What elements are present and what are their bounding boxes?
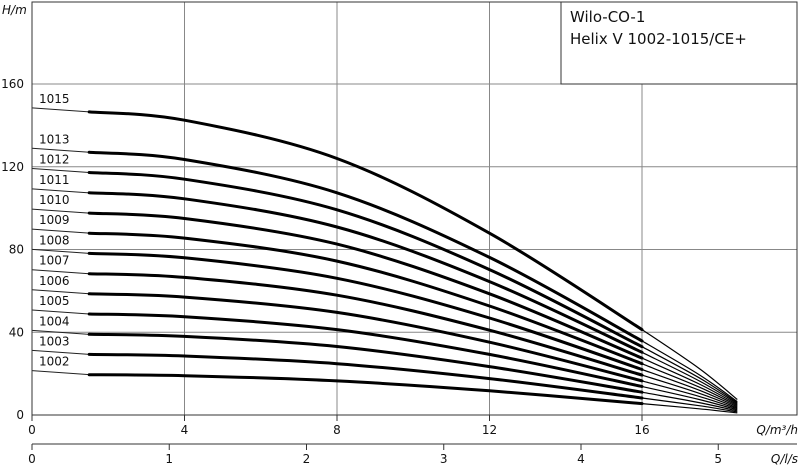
y-tick-label-80: 80 — [9, 243, 24, 257]
series-leadin-1012 — [31, 168, 90, 174]
series-label-1007: 1007 — [39, 254, 70, 268]
y-tick-label-160: 160 — [1, 77, 24, 91]
series-line-1007 — [87, 272, 644, 377]
series-tail-1009 — [641, 363, 738, 407]
series-line-1011 — [87, 191, 644, 354]
series-leadin-1011 — [31, 188, 90, 194]
series-tail-1010 — [641, 357, 738, 406]
plot-frame — [31, 1, 798, 416]
series-leadin-1013 — [31, 147, 90, 153]
series-tail-1007 — [641, 374, 738, 409]
series-label-1005: 1005 — [39, 294, 70, 308]
chart-title-line-1: Wilo-CO-1 — [570, 8, 645, 26]
series-lines — [31, 107, 738, 414]
series-tail-1003 — [641, 397, 738, 413]
series-line-1008 — [87, 251, 644, 371]
series-leadin-1010 — [31, 208, 90, 214]
series-line-1005 — [87, 312, 644, 388]
x-tick-label-0: 0 — [28, 423, 36, 437]
series-tail-1015 — [641, 329, 738, 400]
x2-tick-label-0: 0 — [28, 452, 36, 466]
series-tail-1002 — [641, 403, 738, 414]
series-tail-1011 — [641, 351, 738, 405]
y-tick-label-40: 40 — [9, 325, 24, 339]
series-tail-1006 — [641, 380, 738, 410]
series-leadin-1002 — [31, 370, 90, 376]
x-tick-label-12: 12 — [482, 423, 497, 437]
series-label-1015: 1015 — [39, 92, 70, 106]
title-box: Wilo-CO-1 Helix V 1002-1015/CE+ — [560, 1, 798, 85]
series-label-1010: 1010 — [39, 193, 70, 207]
x-tick-label-4: 4 — [181, 423, 189, 437]
series-leadin-1008 — [31, 248, 90, 254]
series-leadin-1007 — [31, 269, 90, 275]
x2-tick-label-4: 4 — [577, 452, 585, 466]
series-line-1006 — [87, 292, 644, 383]
series-tail-1004 — [641, 391, 738, 412]
series-label-1004: 1004 — [39, 314, 70, 328]
series-leadin-1004 — [31, 329, 90, 335]
series-label-1012: 1012 — [39, 153, 70, 167]
series-label-1008: 1008 — [39, 233, 70, 247]
series-label-1009: 1009 — [39, 213, 70, 227]
x-axis-label: Q/m³/h — [756, 423, 798, 437]
series-label-1003: 1003 — [39, 334, 70, 348]
series-line-1010 — [87, 211, 644, 360]
series-labels: 1002 1003 1004 1005 1006 1007 1008 1009 1010 1011… — [39, 92, 70, 369]
y-tick-label-120: 120 — [1, 160, 24, 174]
series-label-1002: 1002 — [39, 355, 70, 369]
x2-tick-label-1: 1 — [165, 452, 173, 466]
series-tail-1013 — [641, 340, 738, 403]
series-label-1006: 1006 — [39, 274, 70, 288]
x2-tick-label-3: 3 — [440, 452, 448, 466]
series-tail-1012 — [641, 346, 738, 404]
series-leadin-1005 — [31, 309, 90, 315]
series-line-1015 — [87, 110, 644, 332]
x2-tick-label-2: 2 — [303, 452, 311, 466]
x2-tick-label-5: 5 — [714, 452, 722, 466]
series-line-1002 — [87, 373, 644, 406]
series-label-1013: 1013 — [39, 132, 70, 146]
series-leadin-1006 — [31, 289, 90, 295]
series-line-1004 — [87, 332, 644, 394]
y-tick-label-0: 0 — [16, 408, 24, 422]
series-tail-1008 — [641, 368, 738, 408]
series-label-1011: 1011 — [39, 173, 70, 187]
x2-axis-label: Q/l/s — [771, 452, 798, 466]
series-leadin-1009 — [31, 228, 90, 234]
series-line-1009 — [87, 231, 644, 366]
series-line-1012 — [87, 171, 644, 349]
series-line-1013 — [87, 150, 644, 343]
chart-title-line-2: Helix V 1002-1015/CE+ — [570, 30, 747, 48]
series-leadin-1015 — [31, 107, 90, 113]
y-axis-label: H/m — [2, 3, 27, 17]
series-leadin-1003 — [31, 349, 90, 355]
series-tail-1005 — [641, 385, 738, 411]
x-tick-label-16: 16 — [634, 423, 649, 437]
series-line-1003 — [87, 352, 644, 400]
x-tick-label-8: 8 — [333, 423, 341, 437]
